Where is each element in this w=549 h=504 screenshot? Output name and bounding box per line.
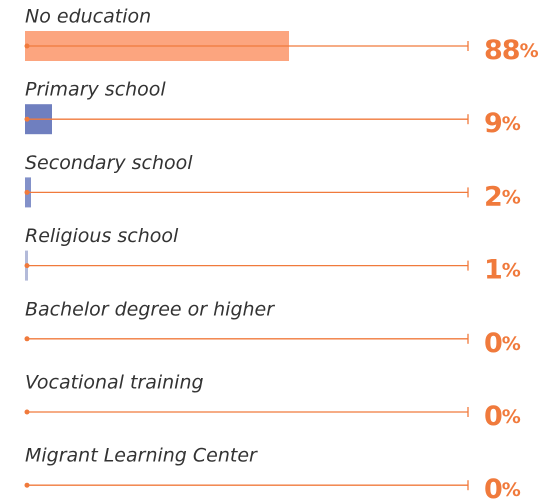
- value-label: 2%: [484, 181, 521, 212]
- guide-dot: [24, 116, 30, 122]
- guide-dot: [24, 336, 30, 342]
- category-label: Primary school: [25, 79, 166, 101]
- guide-dot: [24, 43, 30, 49]
- value-label: 88%: [484, 35, 539, 66]
- guide-dot: [24, 189, 30, 195]
- category-label: Vocational training: [25, 372, 204, 394]
- value-label: 1%: [484, 254, 521, 285]
- category-label: No education: [25, 6, 151, 28]
- value-label: 0%: [484, 327, 521, 358]
- category-label: Migrant Learning Center: [25, 445, 258, 467]
- value-label: 0%: [484, 474, 521, 504]
- value-label: 9%: [484, 108, 521, 139]
- category-label: Bachelor degree or higher: [25, 298, 275, 320]
- category-label: Secondary school: [25, 152, 193, 174]
- value-label: 0%: [484, 401, 521, 432]
- guide-dot: [24, 263, 30, 269]
- category-label: Religious school: [25, 225, 179, 247]
- guide-dot: [24, 482, 30, 488]
- guide-dot: [24, 409, 30, 415]
